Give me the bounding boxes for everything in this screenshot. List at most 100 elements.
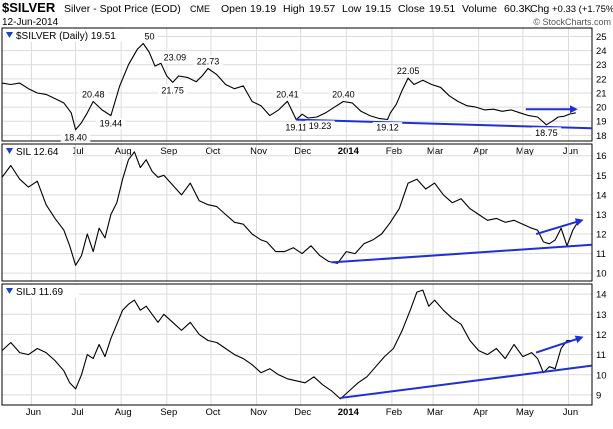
y-tick-label: 25 (596, 32, 607, 43)
price-annotation: 21.75 (161, 85, 184, 95)
panel-label: $SILVER (Daily) 19.51 (16, 31, 116, 42)
x-tick-label: Dec (294, 407, 311, 418)
y-tick-label: 9 (596, 390, 601, 401)
header-volume-label: Volume (462, 3, 497, 15)
x-tick-label: Feb (386, 146, 402, 157)
price-line (1, 151, 580, 266)
header-open-value: 19.19 (250, 3, 276, 15)
chart-panel-3: 9 10 11 12 13 14 SILJ 11.69 Jun Jul Aug Sep Oct Nov D… (1, 283, 607, 418)
y-tick-label: 13 (596, 310, 607, 321)
panel-label-bg (3, 285, 79, 298)
annotation-bg (60, 132, 91, 144)
x-tick-label: Jul (71, 407, 83, 418)
header-low-value: 19.15 (365, 3, 391, 15)
price-annotation: 23.09 (164, 52, 187, 62)
trend-line (296, 118, 593, 130)
header-symbol: $SILVER (2, 0, 56, 15)
chart-panel-1: 181920212223242518.4020.4819.4424.5023.0… (1, 27, 607, 157)
panel-frame (1, 27, 593, 142)
price-annotation: 19.12 (376, 123, 399, 133)
annotation-bg (160, 51, 190, 63)
x-tick-label: Sep (160, 146, 177, 157)
annotation-bg (281, 122, 312, 134)
x-tick-label: Jun (563, 407, 578, 418)
x-tick-label: 2014 (338, 407, 360, 418)
y-tick-label: 15 (596, 171, 607, 182)
price-annotation: 19.44 (100, 119, 123, 129)
panel-label: SILJ 11.69 (16, 287, 64, 298)
price-annotation: 19.23 (309, 121, 332, 131)
y-tick-label: 16 (596, 151, 607, 162)
y-tick-label: 19 (596, 117, 607, 128)
y-tick-label: 13 (596, 210, 607, 221)
x-tick-label: Jun (26, 407, 41, 418)
panel-label-bg (3, 29, 145, 42)
y-tick-label: 22 (596, 74, 607, 85)
header-close-label: Close (398, 3, 425, 15)
x-tick-label: May (516, 146, 534, 157)
annotation-bg (157, 84, 188, 96)
header-exchange: CME (190, 4, 210, 14)
x-tick-label: Nov (250, 146, 267, 157)
x-tick-label: Jul (71, 146, 83, 157)
y-tick-label: 11 (596, 249, 606, 260)
down-triangle-icon (6, 32, 13, 38)
annotation-bg (328, 88, 359, 100)
x-tick-label: Dec (294, 146, 311, 157)
panel-frame (1, 283, 593, 406)
trend-arrow (535, 335, 584, 354)
header-chg-label: Chg (530, 3, 549, 15)
y-tick-label: 24 (596, 46, 607, 57)
price-annotation: 18.75 (535, 128, 558, 138)
x-tick-label: Nov (250, 407, 267, 418)
x-tick-label: Sep (160, 407, 177, 418)
price-annotation: 19.11 (285, 123, 307, 133)
price-line (1, 289, 573, 400)
header-open-label: Open (221, 3, 247, 15)
chart-header: $SILVER Silver - Spot Price (EOD) CME 12… (2, 0, 613, 28)
down-triangle-icon (6, 288, 13, 294)
down-triangle-icon (6, 148, 13, 154)
annotation-bg (193, 56, 223, 68)
x-tick-label: Oct (206, 146, 221, 157)
y-tick-label: 21 (596, 88, 607, 99)
x-tick-label: Aug (115, 146, 132, 157)
x-tick-label: Mar (427, 146, 443, 157)
x-tick-label: May (516, 407, 534, 418)
y-tick-label: 10 (596, 269, 607, 280)
annotation-bg (272, 88, 303, 100)
x-tick-label: Apr (473, 407, 488, 418)
y-tick-label: 20 (596, 103, 607, 114)
annotation-bg (393, 65, 423, 77)
price-annotation: 18.40 (64, 133, 87, 143)
y-tick-label: 11 (596, 350, 606, 361)
x-tick-label: 2014 (338, 146, 360, 157)
x-tick-label: Jun (563, 146, 578, 157)
header-date: 12-Jun-2014 (2, 17, 59, 28)
trend-line (331, 243, 593, 264)
x-tick-label: Mar (427, 407, 443, 418)
y-tick-label: 12 (596, 230, 607, 241)
chart-panel-2: 10 11 12 13 14 15 16 SIL 12.64 (1, 143, 607, 282)
header-high-label: High (283, 3, 305, 15)
price-annotation: 22.05 (397, 66, 420, 76)
header-description: Silver - Spot Price (EOD) (64, 3, 181, 15)
watermark: © StockCharts.com (533, 17, 611, 27)
price-annotation: 22.73 (197, 57, 220, 67)
header-close-value: 19.51 (429, 3, 455, 15)
price-annotation: 20.41 (276, 89, 299, 99)
x-tick-label: Feb (386, 407, 402, 418)
header-high-value: 19.57 (309, 3, 335, 15)
annotation-bg (96, 118, 126, 130)
y-tick-label: 18 (596, 131, 607, 142)
annotation-bg (305, 120, 335, 132)
x-tick-label: Apr (473, 146, 488, 157)
panel-label: SIL 12.64 (16, 147, 59, 158)
price-line (1, 42, 576, 131)
y-tick-label: 12 (596, 330, 607, 341)
y-tick-label: 14 (596, 190, 607, 201)
header-volume-value: 60.3K (504, 3, 531, 15)
price-annotation: 20.40 (332, 89, 355, 99)
